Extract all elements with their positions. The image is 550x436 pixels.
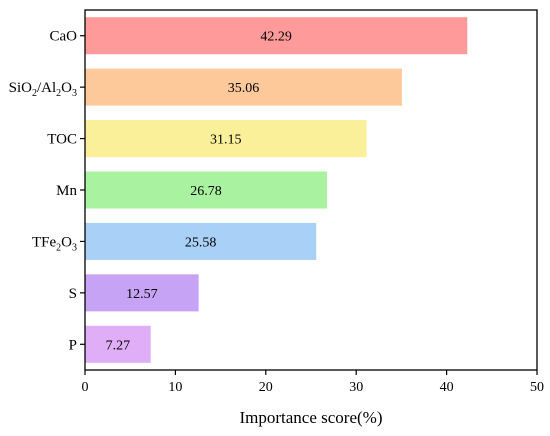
x-tick-label: 20	[259, 380, 273, 395]
bar	[85, 120, 367, 158]
x-tick-label: 10	[168, 380, 182, 395]
bar	[85, 325, 151, 363]
bar	[85, 68, 402, 106]
category-label: S	[69, 286, 77, 302]
bar-value-label: 26.78	[190, 184, 222, 199]
x-ticks-group: 0 10 20 30 40 50	[82, 370, 544, 395]
category-labels-group: CaO SiO2/Al2O3 TOC Mn TFe2O3 S P	[9, 29, 85, 353]
x-axis-title: Importance score(%)	[239, 408, 382, 427]
bars-group: 42.29 35.06 31.15 26.78 25.58 12.57 7.27	[85, 17, 468, 363]
x-tick-label: 30	[349, 380, 363, 395]
plot-frame	[84, 9, 538, 371]
x-tick-label: 0	[82, 380, 89, 395]
x-tick-label: 40	[440, 380, 454, 395]
bar-value-label: 7.27	[106, 338, 131, 353]
category-label: P	[69, 337, 77, 353]
bar	[85, 222, 317, 260]
category-label: TFe2O3	[32, 234, 77, 253]
bar-value-label: 31.15	[210, 133, 242, 148]
category-label: TOC	[47, 132, 77, 148]
bar-value-label: 25.58	[185, 235, 217, 250]
category-label: Mn	[56, 183, 77, 199]
bar	[85, 274, 199, 312]
bar-value-label: 42.29	[260, 30, 292, 45]
bar	[85, 171, 328, 209]
bar-value-label: 35.06	[228, 81, 260, 96]
bar-value-label: 12.57	[126, 287, 158, 302]
x-tick-label: 50	[530, 380, 544, 395]
bar	[85, 17, 468, 55]
category-label: SiO2/Al2O3	[9, 80, 77, 99]
category-label: CaO	[50, 29, 78, 45]
